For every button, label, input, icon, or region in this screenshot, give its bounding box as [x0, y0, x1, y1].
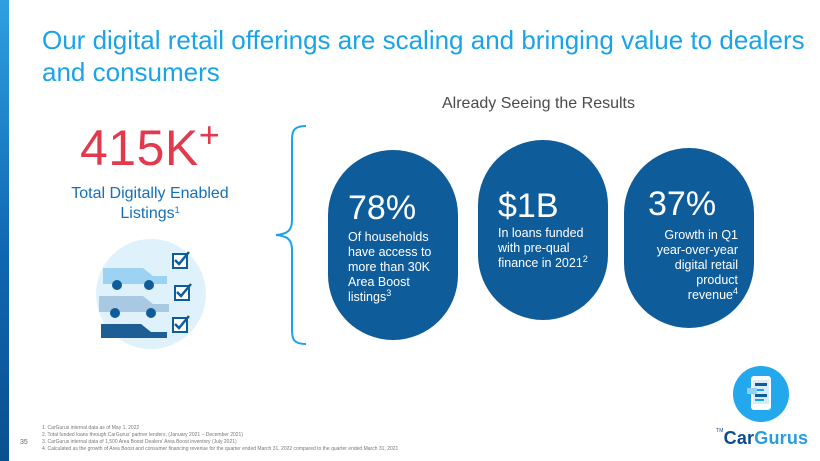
footnote-2: 2. Total funded loans through CarGurus' … [42, 432, 243, 438]
logo-part-gurus: Gurus [754, 428, 809, 448]
stat-bubble-loans: $1B In loans funded with pre-qual financ… [478, 140, 608, 320]
car-listings-icon [96, 239, 206, 349]
bracket-divider [275, 125, 307, 345]
bubble-text: Of households have access to more than 3… [348, 230, 432, 304]
left-accent-bar [0, 0, 9, 461]
footnote-ref: 1 [174, 205, 180, 215]
footnote-3: 3. CarGurus internal data of 1,500 Area … [42, 439, 237, 445]
cargurus-logo: TMCarGurus [716, 428, 808, 449]
bubble-description: In loans funded with pre-qual finance in… [498, 226, 598, 271]
stat-bubble-households: 78% Of households have access to more th… [328, 150, 458, 340]
listings-stat: 415K+ [80, 117, 220, 178]
footnote-4: 4. Calculated as the growth of Area Boos… [42, 446, 399, 452]
phone-app-icon [733, 366, 789, 422]
bubble-description: Of households have access to more than 3… [348, 230, 448, 305]
listings-stat-suffix: + [198, 114, 221, 155]
bubble-value: 37% [648, 185, 717, 223]
logo-part-car: Car [723, 428, 755, 448]
bubble-value: $1B [498, 187, 559, 225]
bubble-description: Growth in Q1 year-over-year digital reta… [644, 228, 738, 303]
bubble-text: In loans funded with pre-qual finance in… [498, 226, 584, 270]
footnote-1: 1. CarGurus internal data as of May 1, 2… [42, 425, 140, 431]
page-number: 35 [20, 439, 28, 446]
bubble-value: 78% [348, 189, 417, 227]
results-subheading: Already Seeing the Results [442, 95, 635, 112]
phone-app-graphic [747, 376, 771, 410]
footnote-ref: 2 [582, 254, 588, 264]
listings-stat-label: Total Digitally Enabled Listings1 [60, 184, 240, 224]
footnote-ref: 3 [386, 288, 392, 298]
stat-bubble-growth: 37% Growth in Q1 year-over-year digital … [624, 148, 754, 328]
listings-stat-value: 415K [80, 120, 199, 176]
slide-title: Our digital retail offerings are scaling… [42, 25, 805, 87]
bubble-text: Growth in Q1 year-over-year digital reta… [656, 228, 738, 302]
footnotes: 1. CarGurus internal data as of May 1, 2… [42, 425, 398, 453]
footnote-ref: 4 [732, 286, 738, 296]
listings-label-text: Total Digitally Enabled Listings [71, 185, 229, 222]
logo-tm: TM [716, 428, 724, 434]
